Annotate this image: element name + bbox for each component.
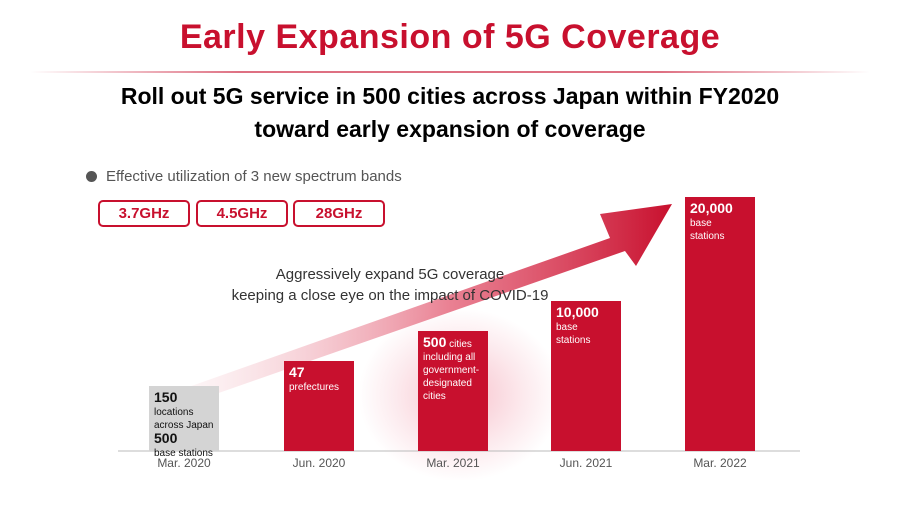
bar-4 [551,301,621,451]
x-tick-label: Jun. 2020 [293,456,346,470]
bar-1 [149,386,219,451]
bar-label-4: 10,000 base stations [556,304,599,346]
band-badge-3-7ghz: 3.7GHz [98,200,190,227]
bar-label-5: 20,000 base stations [690,200,733,242]
bar-value-secondary: 500 [154,430,178,446]
x-tick-label: Mar. 2020 [157,456,211,470]
annotation-line-2: keeping a close eye on the impact of COV… [231,287,549,304]
subtitle-line-1: Roll out 5G service in 500 cities across… [120,83,780,109]
page-title: Early Expansion of 5G Coverage [179,18,721,56]
band-badge-4-5ghz: 4.5GHz [196,200,288,227]
bar-label-2: 47 prefectures [289,364,340,393]
bar-value: 10,000 [556,304,599,320]
bar-label-3: 500 cities including all government-design… [423,334,480,402]
bullet-item: Effective utilization of 3 new spectrum … [86,168,402,185]
growth-arrow [180,204,672,403]
bar-label-1: 150 locations across Japan 500 base station… [154,389,214,459]
bullet-dot-icon [86,171,97,182]
bar-value: 47 [289,364,305,380]
bar-value: 150 [154,389,178,405]
bar-2 [284,361,354,451]
x-tick-label: Mar. 2021 [426,456,480,470]
bar-5 [685,197,755,451]
bar-value: 500 [423,334,447,350]
x-tick-label: Mar. 2022 [693,456,747,470]
subtitle-line-2: toward early expansion of coverage [254,116,646,142]
title-divider [30,71,870,73]
band-badge-28ghz: 28GHz [293,200,385,227]
annotation-line-1: Aggressively expand 5G coverage [275,266,505,283]
bar-value: 20,000 [690,200,733,216]
x-tick-label: Jun. 2021 [560,456,613,470]
bullet-text: Effective utilization of 3 new spectrum … [106,168,402,185]
bar-3 [418,331,488,451]
